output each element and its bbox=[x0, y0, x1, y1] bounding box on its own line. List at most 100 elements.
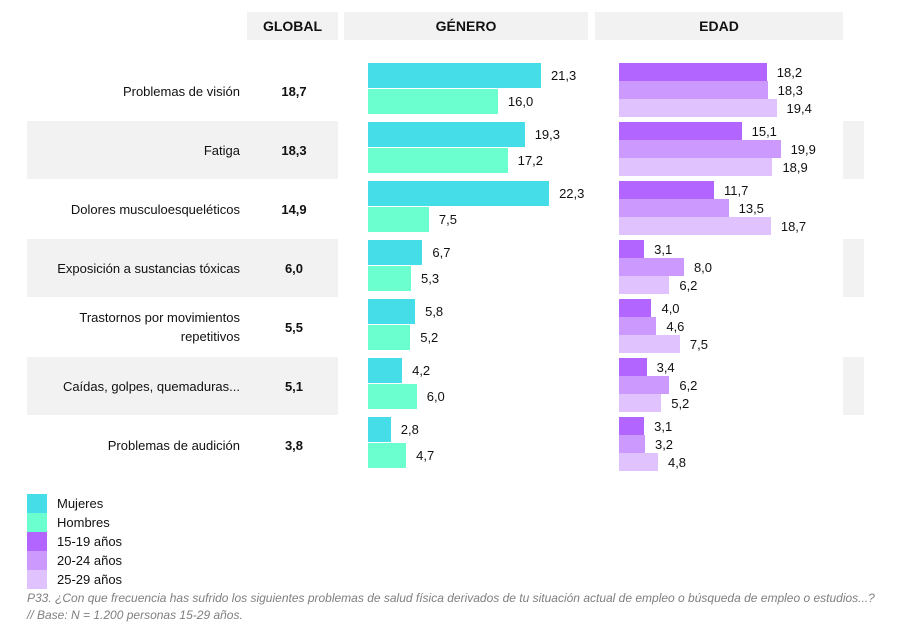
data-label: 4,0 bbox=[661, 301, 680, 316]
footnote: P33. ¿Con que frecuencia has sufrido los… bbox=[27, 591, 875, 622]
bar-mujeres bbox=[368, 122, 525, 147]
global-value: 14,9 bbox=[281, 201, 307, 217]
global-value: 18,3 bbox=[281, 142, 307, 158]
bar-age-2 bbox=[619, 376, 670, 394]
header-genero: GÉNERO bbox=[344, 12, 588, 40]
legend-swatch bbox=[27, 513, 47, 532]
bar-age-2 bbox=[619, 435, 645, 453]
bar-age-3 bbox=[619, 217, 771, 235]
row-band bbox=[843, 239, 864, 297]
bar-age-1 bbox=[619, 181, 714, 199]
bar-hombres bbox=[368, 325, 411, 350]
global-value: 18,7 bbox=[281, 83, 307, 99]
category-label: Problemas de audición bbox=[107, 437, 240, 453]
bar-hombres bbox=[368, 266, 412, 291]
bar-age-3 bbox=[619, 335, 680, 353]
data-label: 22,3 bbox=[559, 186, 585, 201]
bar-age-2 bbox=[619, 81, 768, 99]
data-label: 16,0 bbox=[507, 94, 534, 109]
bar-mujeres bbox=[368, 240, 423, 265]
bar-hombres bbox=[368, 384, 417, 409]
legend-swatch bbox=[27, 551, 47, 570]
legend-item: 25-29 años bbox=[27, 570, 122, 589]
data-label: 4,2 bbox=[412, 363, 431, 378]
data-label: 5,3 bbox=[421, 271, 440, 286]
bar-age-1 bbox=[619, 63, 767, 81]
data-label: 6,7 bbox=[432, 245, 451, 260]
data-label: 6,2 bbox=[679, 378, 698, 393]
legend-label: Mujeres bbox=[57, 496, 104, 511]
row-band bbox=[843, 121, 864, 179]
data-label: 6,2 bbox=[679, 278, 698, 293]
category-label: Fatiga bbox=[203, 142, 240, 158]
legend-label: Hombres bbox=[57, 515, 110, 530]
bar-mujeres bbox=[368, 181, 550, 206]
bar-mujeres bbox=[368, 358, 403, 383]
global-value: 5,5 bbox=[284, 319, 304, 335]
data-label: 2,8 bbox=[400, 422, 419, 437]
data-label: 3,2 bbox=[654, 437, 674, 452]
header-global: GLOBAL bbox=[247, 12, 338, 40]
data-label: 19,4 bbox=[786, 101, 812, 116]
data-label: 19,9 bbox=[790, 142, 816, 157]
category-label: Caídas, golpes, quemaduras... bbox=[62, 378, 240, 394]
legend-label: 20-24 años bbox=[57, 553, 123, 568]
data-label: 4,8 bbox=[667, 455, 687, 470]
data-label: 18,2 bbox=[776, 65, 803, 80]
bar-age-1 bbox=[619, 358, 647, 376]
row-band bbox=[843, 357, 864, 415]
global-value: 3,8 bbox=[284, 437, 304, 453]
global-value: 5,1 bbox=[284, 378, 304, 394]
bar-age-1 bbox=[619, 299, 652, 317]
legend-swatch bbox=[27, 532, 47, 551]
category-label: Trastornos por movimientos repetitivos bbox=[79, 310, 240, 344]
data-label: 5,8 bbox=[425, 304, 444, 319]
bar-hombres bbox=[368, 443, 407, 468]
data-label: 5,2 bbox=[420, 330, 439, 345]
bar-hombres bbox=[368, 207, 429, 232]
legend-label: 25-29 años bbox=[57, 572, 123, 587]
data-label: 17,2 bbox=[517, 153, 543, 168]
data-label: 4,7 bbox=[416, 448, 435, 463]
data-label: 6,0 bbox=[426, 389, 445, 404]
data-label: 15,1 bbox=[751, 124, 777, 139]
bar-age-1 bbox=[619, 122, 742, 140]
bar-age-2 bbox=[619, 317, 657, 335]
bar-age-2 bbox=[619, 140, 781, 158]
legend-item: Mujeres bbox=[27, 494, 103, 513]
legend-item: 20-24 años bbox=[27, 551, 122, 570]
data-label: 18,3 bbox=[777, 83, 803, 98]
bar-mujeres bbox=[368, 417, 391, 442]
bar-mujeres bbox=[368, 63, 541, 88]
data-label: 3,1 bbox=[654, 419, 673, 434]
bar-age-3 bbox=[619, 158, 773, 176]
data-label: 11,7 bbox=[724, 183, 749, 198]
category-label: Exposición a sustancias tóxicas bbox=[57, 260, 240, 276]
category-label: Dolores musculoesqueléticos bbox=[70, 201, 240, 217]
data-label: 19,3 bbox=[534, 127, 561, 142]
data-label: 7,5 bbox=[689, 337, 708, 352]
bar-age-3 bbox=[619, 99, 777, 117]
data-label: 3,1 bbox=[654, 242, 673, 257]
data-label: 13,5 bbox=[738, 201, 764, 216]
legend-swatch bbox=[27, 570, 47, 589]
legend-item: Hombres bbox=[27, 513, 110, 532]
data-label: 8,0 bbox=[693, 260, 713, 275]
bar-age-2 bbox=[619, 199, 729, 217]
data-label: 7,5 bbox=[438, 212, 457, 227]
data-label: 3,4 bbox=[656, 360, 675, 375]
bar-age-3 bbox=[619, 394, 662, 412]
row-band bbox=[27, 239, 338, 297]
row-band bbox=[27, 121, 338, 179]
bar-age-1 bbox=[619, 417, 645, 435]
data-label: 18,7 bbox=[780, 219, 807, 234]
bar-hombres bbox=[368, 148, 508, 173]
row-band bbox=[27, 357, 338, 415]
bar-age-1 bbox=[619, 240, 645, 258]
global-value: 6,0 bbox=[284, 260, 304, 276]
data-label: 4,6 bbox=[666, 319, 685, 334]
legend-item: 15-19 años bbox=[27, 532, 122, 551]
bar-age-3 bbox=[619, 453, 658, 471]
bar-age-3 bbox=[619, 276, 670, 294]
